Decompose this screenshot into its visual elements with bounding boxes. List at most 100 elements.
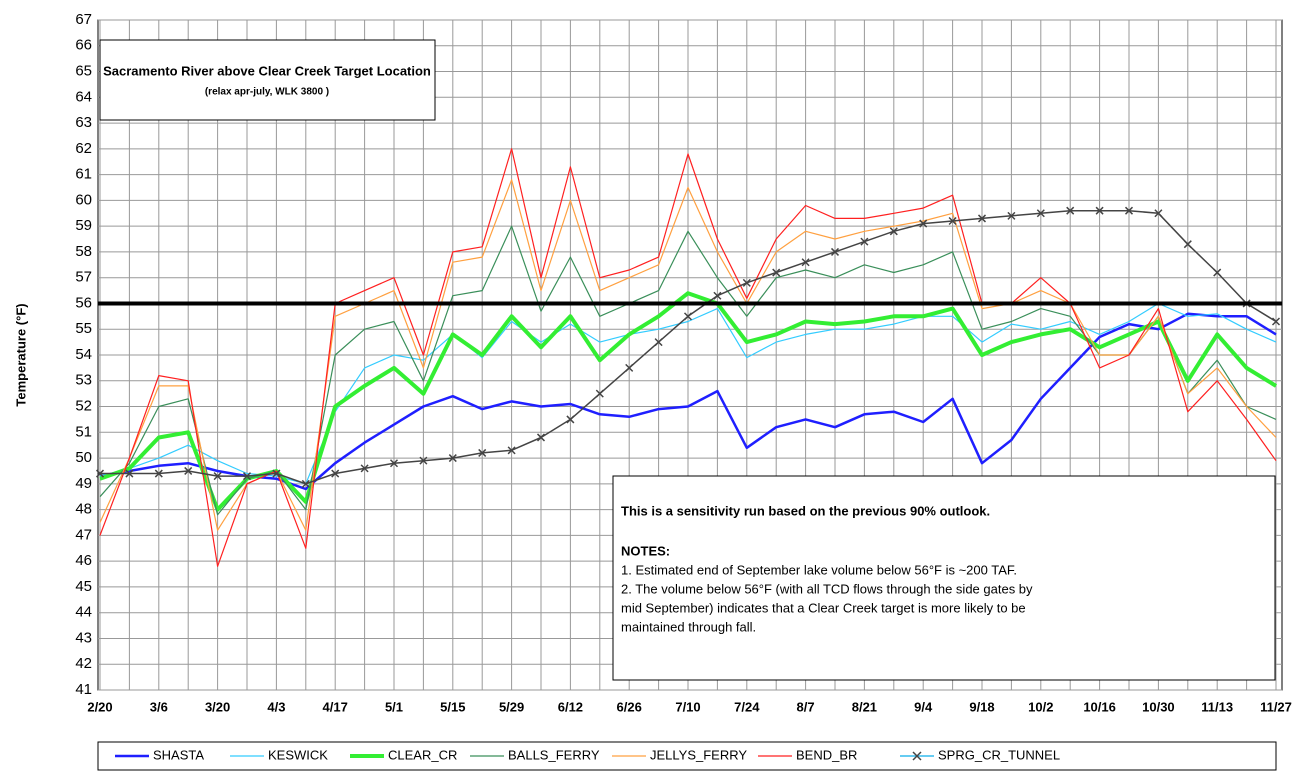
point-marker [1213,268,1222,277]
point-marker [448,454,457,463]
x-tick-label: 8/7 [797,699,815,714]
y-tick-label: 61 [75,166,92,183]
y-tick-label: 53 [75,372,92,389]
x-tick-label: 5/1 [385,699,403,714]
y-tick-label: 52 [75,398,92,415]
point-marker [860,237,869,246]
point-marker [213,472,222,481]
point-marker [360,464,369,473]
point-marker [389,459,399,468]
point-marker [242,472,252,481]
y-tick-label: 63 [75,114,92,131]
legend-label: BALLS_FERRY [508,747,600,762]
point-marker [1124,206,1134,215]
point-marker [125,469,134,478]
note-line: mid September) indicates that a Clear Cr… [621,600,1026,615]
x-tick-label: 10/16 [1083,699,1116,714]
x-tick-label: 11/13 [1201,699,1233,714]
point-marker [536,433,546,442]
point-marker [507,446,516,455]
point-marker [1154,209,1163,218]
legend-label: SPRG_CR_TUNNEL [938,747,1060,762]
legend-label: BEND_BR [796,747,857,762]
point-marker [419,456,428,465]
y-tick-label: 43 [75,629,92,646]
y-tick-label: 47 [75,526,92,543]
y-tick-label: 49 [75,475,92,492]
point-marker [1183,240,1192,249]
note-line: 1. Estimated end of September lake volum… [621,562,1017,577]
series-line [99,312,1277,491]
x-tick-label: 5/15 [440,699,465,714]
note-line: 2. The volume below 56°F (with all TCD f… [621,581,1033,596]
point-marker [713,291,722,300]
point-marker [801,258,810,267]
x-tick-label: 2/20 [87,699,112,714]
point-marker [1271,317,1281,326]
y-tick-label: 58 [75,243,92,260]
notes-heading: NOTES: [621,543,670,558]
y-tick-label: 41 [75,681,92,698]
point-marker [977,214,987,223]
point-marker [683,312,693,321]
series-lines [95,148,1282,567]
point-marker [154,469,163,478]
chart-title: Sacramento River above Clear Creek Targe… [103,63,431,78]
series-line [99,291,1278,512]
y-tick-label: 51 [75,423,92,440]
point-marker [948,216,957,226]
point-marker [331,469,340,478]
legend-items: SHASTA KESWICK CLEAR_CR BALLS_FERRY JELLYS_F… [115,747,1060,762]
point-marker [1036,209,1045,218]
chart-subtitle: (relax apr-july, WLK 3800 ) [205,87,329,98]
series-line [99,225,1277,516]
point-marker [742,278,751,287]
x-tick-label: 10/2 [1028,699,1053,714]
y-tick-label: 46 [75,552,92,569]
x-tick-label: 11/27 [1260,699,1292,714]
x-tick-label: 9/18 [969,699,994,714]
y-tick-label: 60 [75,191,92,208]
point-marker [301,479,310,488]
y-tick-label: 65 [75,63,92,80]
y-tick-label: 54 [75,346,92,363]
x-tick-label: 4/17 [323,699,348,714]
y-tick-label: 57 [75,269,92,286]
point-marker [830,247,840,256]
point-marker [566,415,575,424]
legend-label: KESWICK [268,747,328,762]
legend-label: JELLYS_FERRY [650,747,747,762]
point-marker [654,338,663,347]
point-marker [919,219,928,228]
x-tick-label: 9/4 [914,699,933,714]
point-marker [889,227,898,236]
y-tick-label: 59 [75,217,92,234]
x-tick-label: 6/26 [617,699,642,714]
y-tick-label: 67 [75,11,92,28]
x-tick-label: 6/12 [558,699,583,714]
x-tick-label: 7/10 [675,699,700,714]
x-tick-label: 3/6 [150,699,168,714]
y-tick-label: 56 [75,294,92,311]
point-marker [772,268,781,277]
note-line: maintained through fall. [621,619,756,634]
point-marker [625,363,634,372]
point-marker [595,389,604,398]
notes-box [612,475,1276,681]
y-tick-label: 64 [75,88,92,105]
point-marker [1066,206,1075,215]
notes-headline: This is a sensitivity run based on the p… [621,503,990,518]
point-marker [1095,206,1104,215]
y-tick-label: 44 [75,604,92,621]
y-tick-label: 66 [75,37,92,54]
legend-label: CLEAR_CR [388,747,457,762]
point-marker [1007,211,1016,220]
y-tick-label: 50 [75,449,92,466]
x-tick-label: 5/29 [499,699,524,714]
x-tick-label: 10/30 [1142,699,1175,714]
series-line [99,148,1277,567]
y-tick-label: 48 [75,501,92,518]
x-tick-label: 7/24 [734,699,760,714]
x-tick-label: 8/21 [852,699,877,714]
